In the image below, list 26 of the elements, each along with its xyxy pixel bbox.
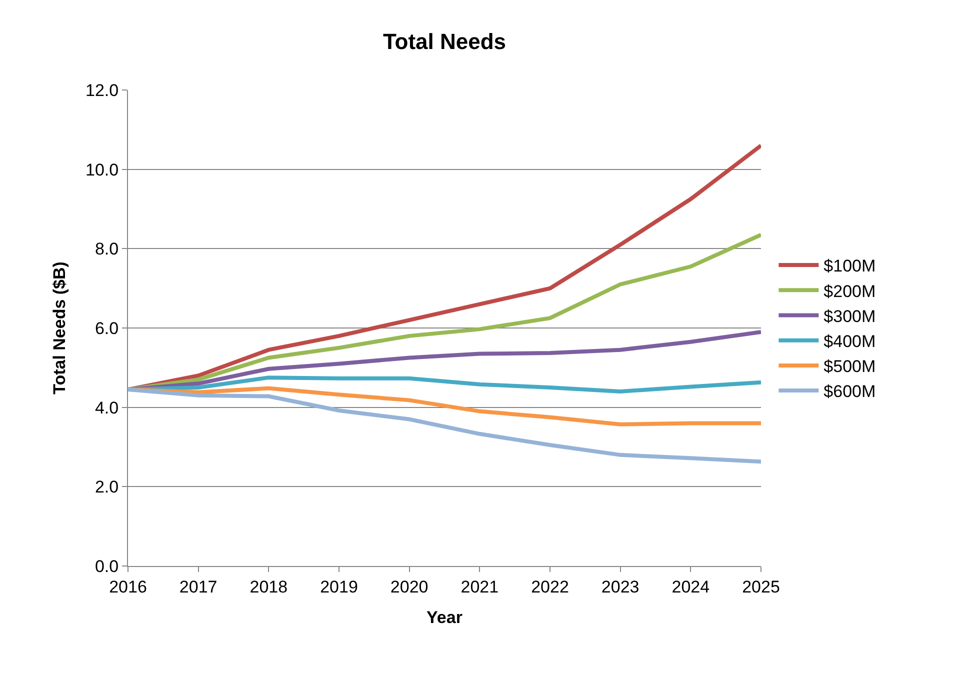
- x-axis-title: Year: [426, 608, 463, 627]
- x-tick-label: 2023: [601, 577, 640, 596]
- y-axis-title: Total Needs ($B): [50, 262, 70, 394]
- legend-label: $400M: [824, 332, 876, 351]
- x-tick-label: 2021: [460, 577, 499, 596]
- y-tick-label: 6.0: [94, 318, 119, 338]
- x-tick-label: 2024: [672, 577, 710, 596]
- legend-label: $500M: [824, 357, 876, 376]
- y-tick-label: 0.0: [94, 556, 119, 576]
- legend-label: $600M: [824, 382, 876, 402]
- x-tick-label: 2019: [320, 577, 358, 596]
- legend-label: $100M: [824, 256, 876, 276]
- y-tick-label: 10.0: [86, 160, 119, 180]
- legend-label: $300M: [824, 306, 876, 326]
- x-tick-label: 2022: [531, 577, 569, 596]
- x-tick-label: 2016: [109, 577, 147, 596]
- chart-title: Total Needs: [382, 29, 506, 54]
- x-tick-label: 2020: [390, 577, 428, 596]
- x-tick-label: 2018: [250, 577, 288, 596]
- y-tick-label: 2.0: [94, 478, 119, 497]
- y-tick-label: 4.0: [94, 398, 119, 418]
- legend-label: $200M: [824, 282, 876, 301]
- y-tick-label: 12.0: [86, 80, 119, 100]
- x-tick-label: 2025: [742, 577, 780, 596]
- y-tick-label: 8.0: [94, 240, 119, 259]
- x-tick-label: 2017: [179, 577, 218, 596]
